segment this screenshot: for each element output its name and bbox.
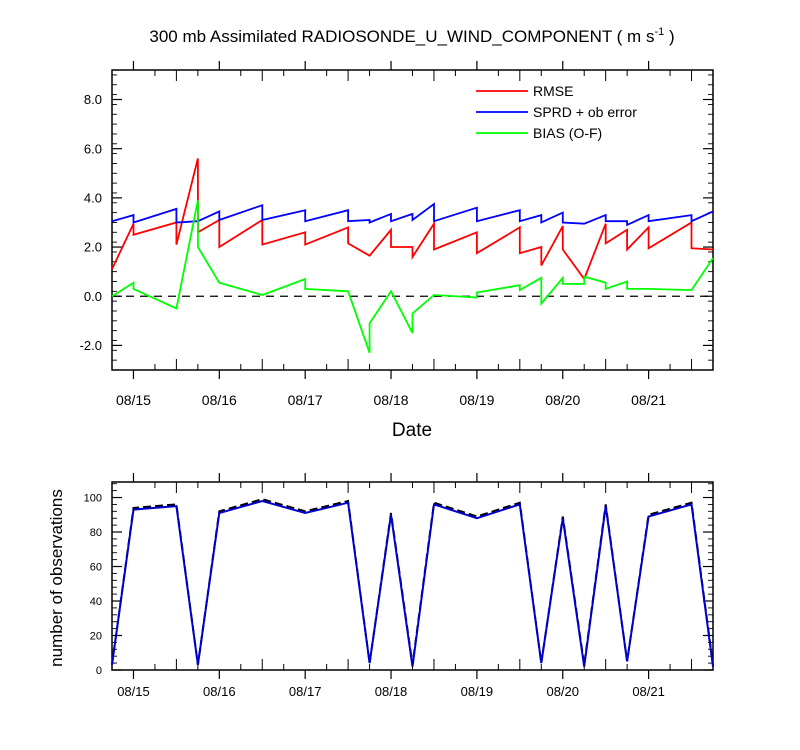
legend: RMSE SPRD + ob error BIAS (O-F) <box>476 83 637 141</box>
bot-ytick-label: 80 <box>90 527 102 539</box>
chart-title: 300 mb Assimilated RADIOSONDE_U_WIND_COM… <box>149 26 674 46</box>
x-axis-label: Date <box>392 420 432 441</box>
bot-xtick-label: 08/20 <box>546 684 579 699</box>
bot-xtick-label: 08/21 <box>632 684 665 699</box>
top-series-bias-o-f <box>111 200 714 354</box>
top-ytick-label: 0.0 <box>84 289 102 304</box>
legend-label-bias: BIAS (O-F) <box>533 125 602 141</box>
chart-title-superscript: -1 <box>654 26 664 38</box>
top-series-rmse <box>111 158 714 281</box>
top-xtick-label: 08/18 <box>374 392 409 408</box>
top-ytick-label: 4.0 <box>84 191 102 206</box>
y-axis-label-observations: number of observations <box>47 489 66 667</box>
bot-ytick-label: 100 <box>84 492 102 504</box>
top-ytick-label: -2.0 <box>80 338 102 353</box>
bottom-panel: 0 20 40 60 80 100 08/15 08/16 08/17 08/18 08/19 08… <box>47 473 714 699</box>
bot-xtick-label: 08/18 <box>375 684 408 699</box>
top-xtick-label: 08/16 <box>202 392 237 408</box>
legend-label-sprd: SPRD + ob error <box>533 104 637 120</box>
bot-ytick-label: 0 <box>96 665 102 677</box>
bot-ytick-label: 60 <box>90 561 102 573</box>
top-xtick-label: 08/21 <box>631 392 666 408</box>
top-xtick-label: 08/19 <box>459 392 494 408</box>
top-panel: 8.0 6.0 4.0 2.0 0.0 -2.0 08/15 08/16 08/17 08/18… <box>80 61 714 441</box>
bot-ytick-label: 40 <box>90 596 102 608</box>
top-series-sprd-ob-error <box>111 202 714 227</box>
bot-xtick-label: 08/15 <box>117 684 150 699</box>
top-ytick-label: 8.0 <box>84 92 102 107</box>
bot-xtick-label: 08/16 <box>203 684 236 699</box>
bot-series-solid <box>111 499 714 667</box>
bot-xtick-label: 08/17 <box>289 684 322 699</box>
top-xtick-label: 08/20 <box>545 392 580 408</box>
legend-label-rmse: RMSE <box>533 83 573 99</box>
top-ytick-label: 2.0 <box>84 240 102 255</box>
top-ytick-label: 6.0 <box>84 141 102 156</box>
top-xtick-label: 08/17 <box>288 392 323 408</box>
top-xtick-label: 08/15 <box>116 392 151 408</box>
bot-xtick-label: 08/19 <box>461 684 494 699</box>
bot-ytick-label: 20 <box>90 630 102 642</box>
